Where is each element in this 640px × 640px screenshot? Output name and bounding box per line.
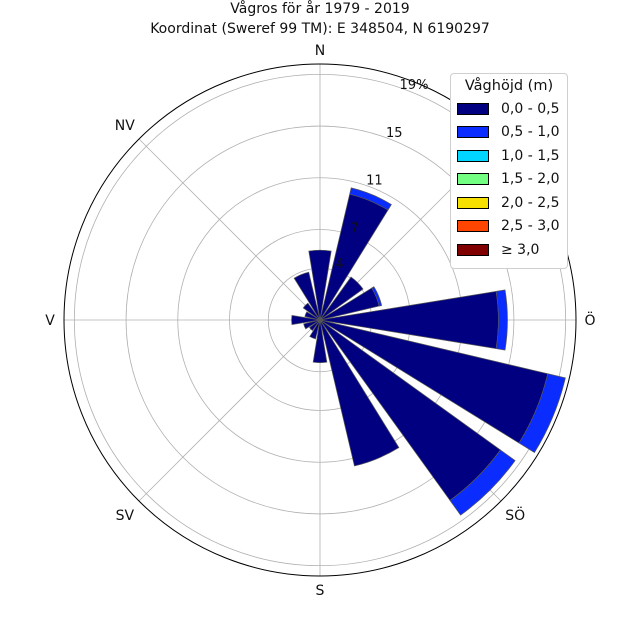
legend-item-4: 2,0 - 2,5: [457, 191, 561, 215]
legend: Våghöjd (m) 0,0 - 0,5 0,5 - 1,0 1,0 - 1,5 1…: [450, 73, 568, 269]
legend-swatch-6: [457, 243, 489, 256]
sector-bar-11-bin-0: [303, 319, 321, 330]
legend-label-4: 2,0 - 2,5: [501, 194, 560, 211]
legend-item-0: 0,0 - 0,5: [457, 97, 561, 121]
direction-label-5: SÖ: [505, 506, 525, 524]
legend-label-1: 0,5 - 1,0: [501, 124, 560, 141]
sector-bar-3-bin-1: [371, 286, 383, 307]
sector-bar-13-bin-0: [304, 311, 321, 321]
grid-spoke-5: [138, 319, 321, 502]
sector-bar-7-bin-0: [319, 319, 400, 467]
direction-labels: N NV V SV S SÖ Ö: [45, 43, 595, 599]
legend-item-2: 1,0 - 1,5: [457, 144, 561, 168]
sector-bar-10-bin-0: [309, 319, 321, 331]
sector-bar-4-bin-1: [495, 289, 508, 351]
legend-swatch-0: [457, 102, 489, 115]
radial-tick-label-1: 7: [350, 221, 358, 236]
direction-label-0: N: [315, 43, 325, 59]
legend-label-3: 1,5 - 2,0: [501, 171, 560, 188]
polar-frame: [63, 63, 577, 577]
sector-bar-1-bin-1: [349, 187, 392, 211]
radial-tick-label-0: 4: [336, 257, 344, 272]
direction-label-4: S: [316, 583, 325, 599]
direction-label-1: NV: [115, 118, 135, 134]
legend-item-3: 1,5 - 2,0: [457, 168, 561, 192]
sector-bar-0-bin-0: [308, 249, 332, 321]
direction-label-2: V: [45, 313, 55, 329]
legend-item-5: 2,5 - 3,0: [457, 215, 561, 239]
legend-item-1: 0,5 - 1,0: [457, 121, 561, 145]
legend-label-6: ≥ 3,0: [501, 241, 540, 258]
chart-title: Vågros för år 1979 - 2019: [230, 0, 409, 17]
chart-subtitle: Koordinat (Sweref 99 TM): E 348504, N 61…: [150, 21, 490, 37]
sector-bar-12-bin-0: [291, 315, 321, 325]
sector-bar-9-bin-0: [309, 319, 321, 340]
direction-label-6: Ö: [584, 311, 595, 329]
sector-bar-5-bin-1: [518, 373, 566, 454]
legend-label-5: 2,5 - 3,0: [501, 218, 560, 235]
sector-bar-2-bin-0: [319, 276, 364, 321]
legend-label-0: 0,0 - 0,5: [501, 100, 560, 117]
legend-label-2: 1,0 - 1,5: [501, 147, 560, 164]
radial-tick-label-3: 15: [386, 126, 403, 141]
legend-swatch-1: [457, 126, 489, 139]
legend-swatch-2: [457, 149, 489, 162]
radial-tick-label-2: 11: [366, 174, 383, 189]
legend-item-6: ≥ 3,0: [457, 238, 561, 262]
sector-bar-14-bin-0: [302, 302, 321, 321]
radial-tick-labels: 4 7 11 15 19%: [336, 78, 429, 272]
radial-tick-label-4: 19%: [400, 78, 429, 93]
sector-bar-15-bin-0: [293, 271, 321, 321]
sector-bar-6-bin-1: [449, 449, 516, 516]
legend-swatch-3: [457, 173, 489, 186]
sector-bars: [291, 187, 566, 516]
legend-items: 0,0 - 0,5 0,5 - 1,0 1,0 - 1,5 1,5 - 2,0 2,0 …: [457, 97, 561, 262]
legend-swatch-5: [457, 220, 489, 233]
legend-swatch-4: [457, 196, 489, 209]
direction-label-3: SV: [116, 508, 135, 524]
sector-bar-8-bin-0: [312, 319, 328, 364]
legend-title: Våghöjd (m): [464, 78, 554, 94]
grid-spoke-7: [138, 138, 321, 321]
